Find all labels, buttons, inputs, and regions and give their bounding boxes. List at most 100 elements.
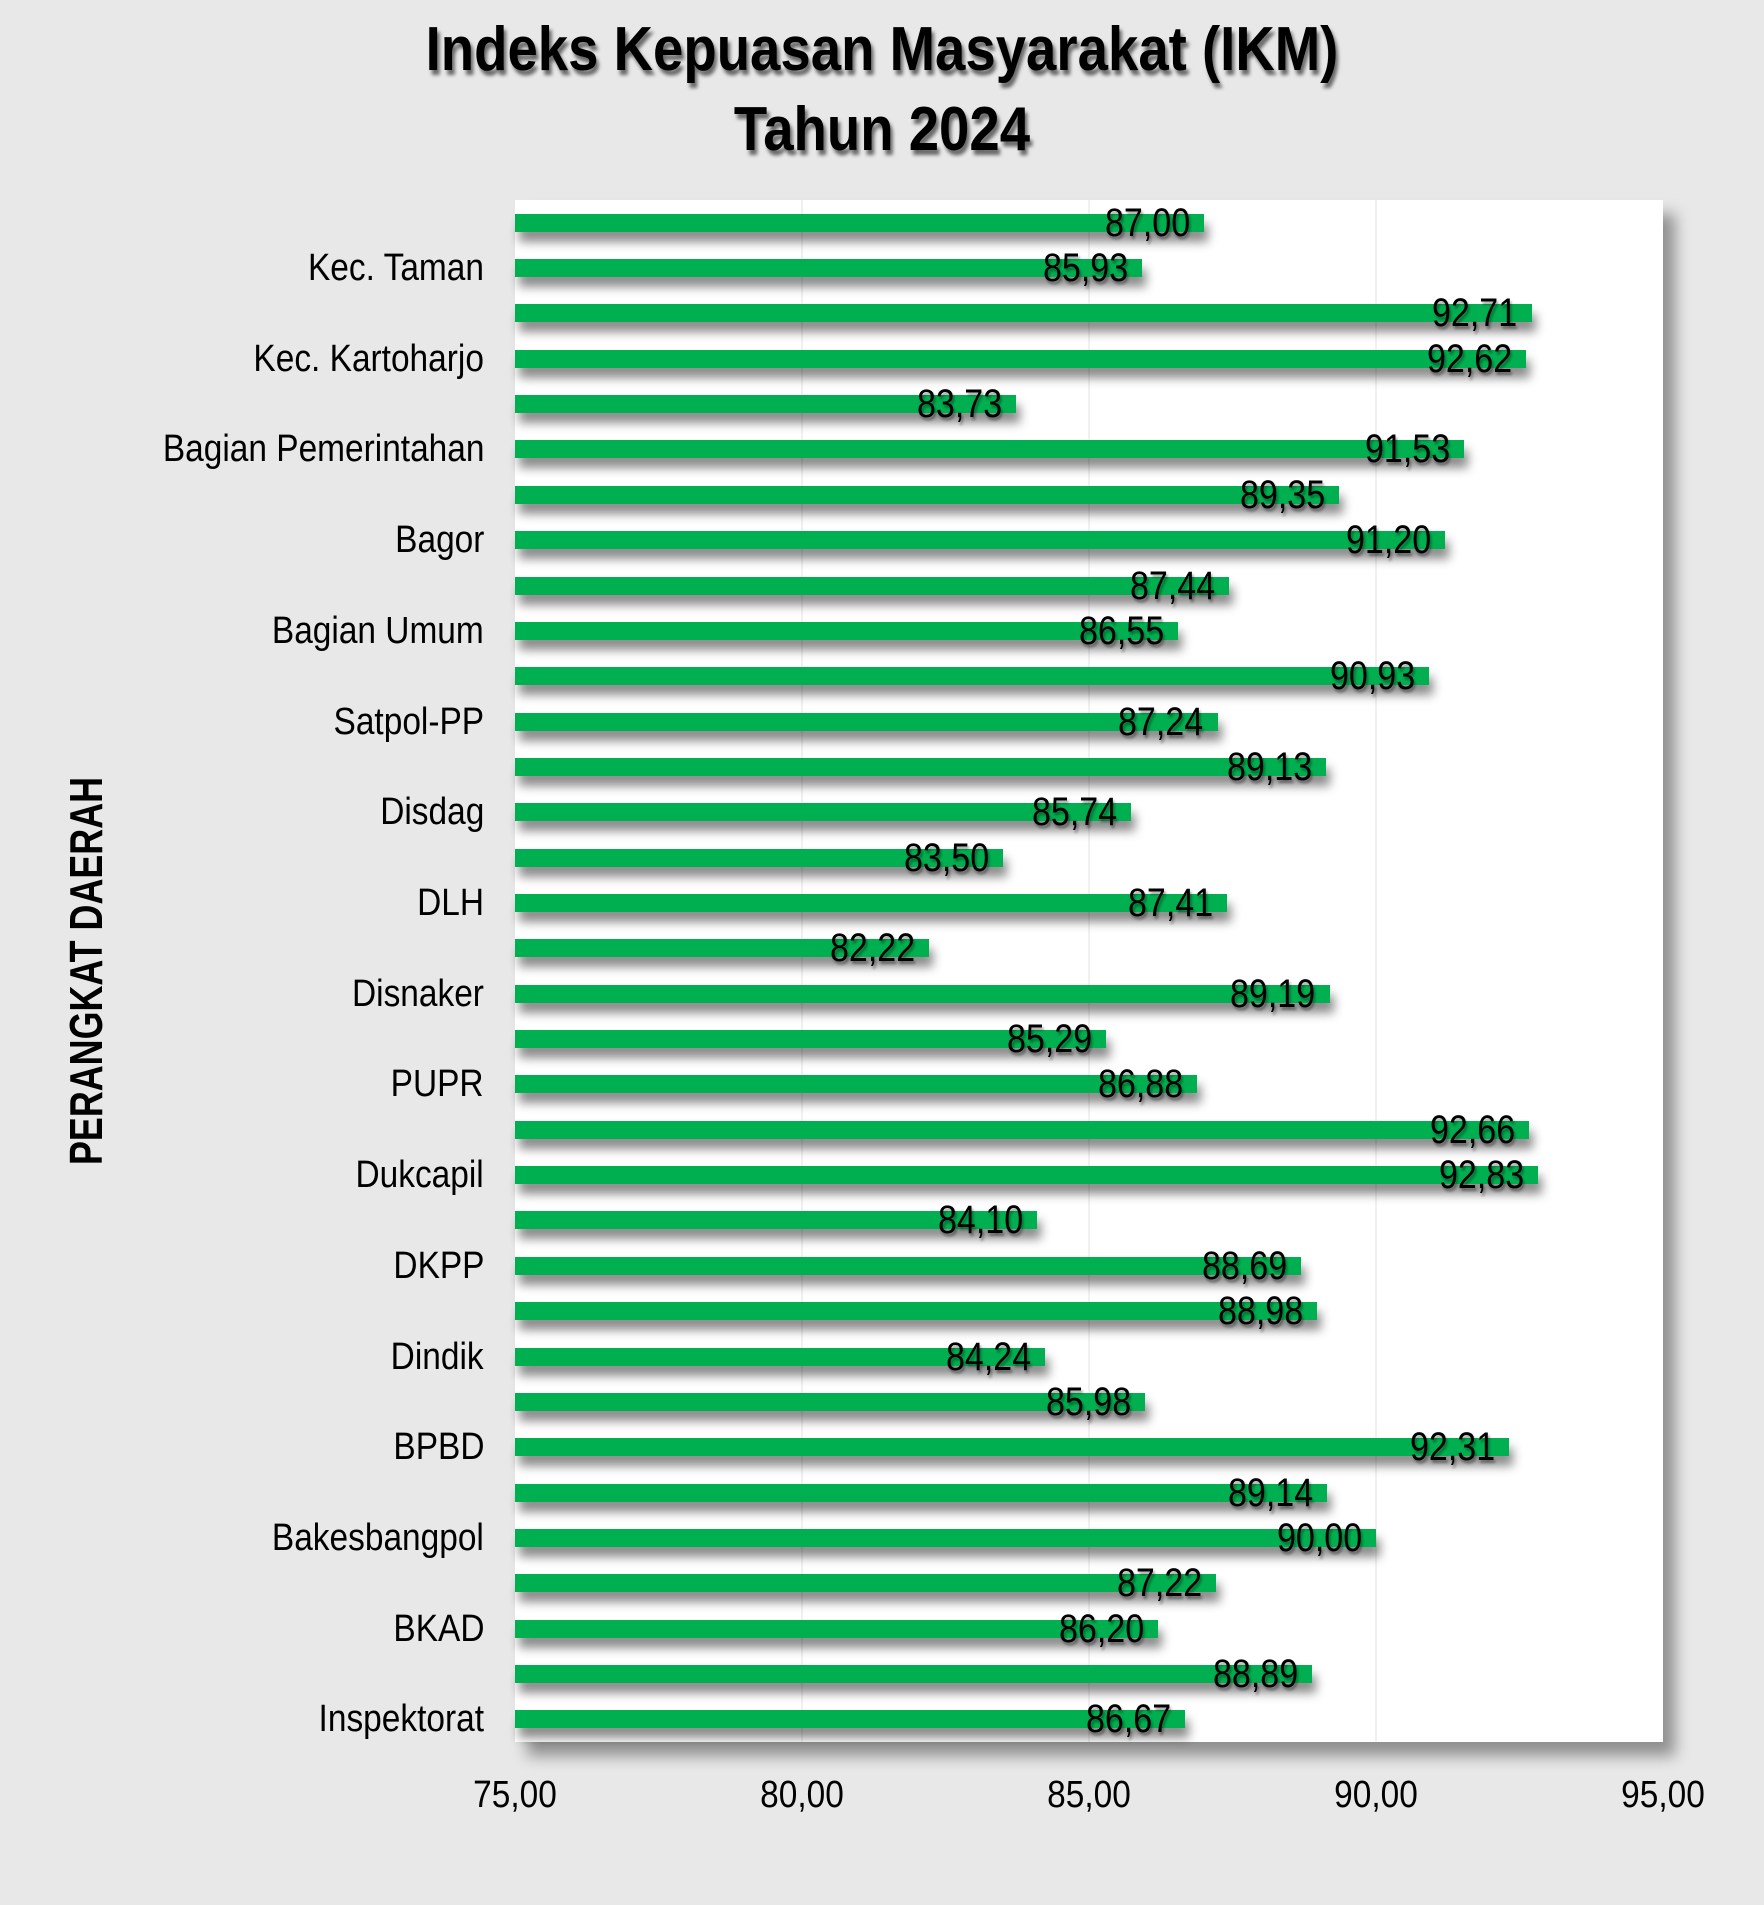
gridline <box>801 200 803 1742</box>
bar-value-label: 87,22 <box>1117 1561 1203 1606</box>
x-tick-label: 90,00 <box>1334 1774 1418 1816</box>
bar <box>515 1302 1318 1321</box>
bar-value-label: 92,71 <box>1432 291 1518 336</box>
bar-value-label: 85,29 <box>1006 1017 1092 1062</box>
x-tick-label: 75,00 <box>473 1774 557 1816</box>
bar-value-label: 87,24 <box>1118 699 1204 744</box>
bar <box>515 893 1228 912</box>
category-label: Bagian Umum <box>272 609 484 652</box>
bar <box>515 1392 1146 1411</box>
category-label: Kec. Kartoharjo <box>253 337 484 380</box>
x-tick-label: 95,00 <box>1621 1774 1705 1816</box>
bar <box>515 667 1430 686</box>
category-label: DKPP <box>392 1244 484 1287</box>
bar <box>515 1075 1197 1094</box>
bar-value-label: 88,98 <box>1218 1289 1304 1334</box>
category-label: Satpol-PP <box>333 700 484 743</box>
chart-title: Indeks Kepuasan Masyarakat (IKM) Tahun 2… <box>0 10 1764 170</box>
bar-value-label: 85,74 <box>1032 790 1118 835</box>
bar <box>515 848 1003 867</box>
bar <box>515 440 1464 459</box>
bar-value-label: 86,88 <box>1097 1062 1183 1107</box>
bar-value-label: 89,14 <box>1227 1470 1313 1515</box>
bar <box>515 1574 1217 1593</box>
bar <box>515 1664 1313 1683</box>
category-label: Dukcapil <box>355 1154 484 1197</box>
bar <box>515 939 930 958</box>
bar <box>515 712 1218 731</box>
category-label: PUPR <box>391 1063 484 1106</box>
category-label: Bagian Pemerintahan <box>162 428 484 471</box>
x-tick-label: 85,00 <box>1047 1774 1131 1816</box>
bar <box>515 576 1230 595</box>
bar <box>515 757 1327 776</box>
bar-value-label: 91,53 <box>1364 427 1450 472</box>
bar <box>515 1211 1038 1230</box>
category-label: DLH <box>417 881 484 924</box>
bar <box>515 1710 1185 1729</box>
bar <box>515 395 1017 414</box>
bar <box>515 1347 1046 1366</box>
bar <box>515 1166 1539 1185</box>
bar-value-label: 87,44 <box>1129 563 1216 608</box>
bar-value-label: 88,89 <box>1213 1651 1299 1696</box>
bar-value-label: 92,66 <box>1429 1107 1515 1152</box>
bar <box>515 1528 1376 1547</box>
bar <box>515 304 1532 323</box>
bar-value-label: 90,00 <box>1276 1515 1362 1560</box>
x-axis: 75,00 80,00 85,00 90,00 95,00 <box>473 1772 1705 1832</box>
bar <box>515 1030 1106 1049</box>
bar-value-label: 92,62 <box>1427 336 1513 381</box>
bar <box>515 1438 1509 1457</box>
category-label: Kec. Taman <box>308 247 484 290</box>
bar-value-label: 90,93 <box>1330 654 1416 699</box>
bar <box>515 621 1178 640</box>
bar <box>515 531 1445 550</box>
bar-value-label: 87,41 <box>1128 880 1214 925</box>
gridline <box>1088 200 1090 1742</box>
category-label: Bagor <box>394 519 484 562</box>
bar-value-label: 92,83 <box>1439 1153 1525 1198</box>
bar-value-label: 82,22 <box>830 926 916 971</box>
bar-value-label: 83,50 <box>903 835 989 880</box>
bar-value-label: 86,55 <box>1078 608 1164 653</box>
gridline <box>1375 200 1377 1742</box>
x-tick-label: 80,00 <box>760 1774 844 1816</box>
bar-value-label: 89,13 <box>1226 744 1313 789</box>
bar-value-label: 88,69 <box>1201 1243 1287 1288</box>
bar-value-label: 85,98 <box>1046 1379 1132 1424</box>
bar <box>515 984 1330 1003</box>
plot-area: 87,00 85,93 92,71 92,62 83,73 91,53 89,35 91,20… <box>515 200 1663 1742</box>
category-label: Disdag <box>379 791 484 834</box>
category-label: Disnaker <box>352 972 484 1015</box>
category-label: BKAD <box>392 1607 484 1650</box>
bar-value-label: 86,20 <box>1058 1606 1144 1651</box>
bar <box>515 349 1527 368</box>
category-label: Inspektorat <box>318 1698 484 1741</box>
bar-value-label: 84,24 <box>946 1334 1032 1379</box>
bar <box>515 1120 1529 1139</box>
category-label: Bakesbangpol <box>272 1516 484 1559</box>
bar-value-label: 83,73 <box>917 382 1003 427</box>
bar-value-label: 91,20 <box>1345 518 1431 563</box>
chart-title-line-2: Tahun 2024 <box>733 95 1031 164</box>
bar <box>515 1256 1301 1275</box>
chart-title-line-1: Indeks Kepuasan Masyarakat (IKM) <box>425 15 1339 84</box>
bar-value-label: 86,67 <box>1085 1697 1171 1742</box>
bar-value-label: 87,00 <box>1104 200 1190 245</box>
bar <box>515 213 1204 232</box>
bar-value-label: 92,31 <box>1409 1425 1495 1470</box>
bar-value-label: 89,19 <box>1230 971 1316 1016</box>
bar-value-label: 89,35 <box>1239 472 1325 517</box>
category-label: BPBD <box>392 1426 484 1469</box>
bar <box>515 259 1143 278</box>
bar <box>515 485 1339 504</box>
bar-value-label: 84,10 <box>938 1198 1024 1243</box>
bar <box>515 1619 1158 1638</box>
bar <box>515 1483 1327 1502</box>
category-axis: Kec. Taman Kec. Kartoharjo Bagian Pemerint… <box>0 200 498 1742</box>
category-label: Dindik <box>391 1335 484 1378</box>
bar <box>515 803 1132 822</box>
bar-value-label: 85,93 <box>1043 246 1129 291</box>
